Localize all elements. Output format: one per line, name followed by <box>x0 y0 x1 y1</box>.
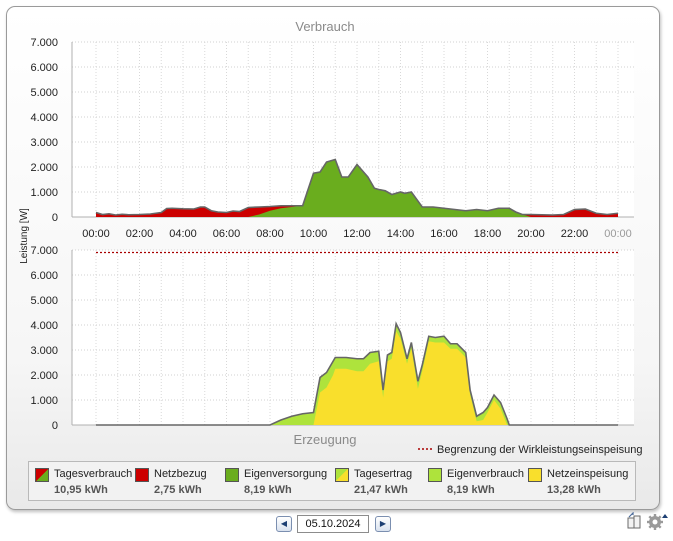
series-outline-tagesverbrauch <box>95 158 619 216</box>
y-tick-label: 3.000 <box>30 137 58 149</box>
corner-toolbar <box>625 511 669 532</box>
y-axis-label: Leistung [W] <box>19 208 30 264</box>
legend-swatch-tagesverbrauch <box>35 468 49 482</box>
legend-item-netzbezug: Netzbezug 2,75 kWh <box>135 466 235 498</box>
x-tick-label: 20:00 <box>517 228 545 240</box>
y-tick-label: 5.000 <box>30 87 58 99</box>
x-tick-label: 04:00 <box>169 228 197 240</box>
triangle-left-icon: ◀ <box>280 519 288 528</box>
next-day-button[interactable]: ▶ <box>375 516 391 532</box>
legend-swatch-netzeinspeisung <box>528 468 542 482</box>
date-input[interactable] <box>297 515 369 533</box>
chart-title-erzeugung: Erzeugung <box>294 432 357 447</box>
legend-label: Netzbezug <box>154 468 207 480</box>
legend-label: Eigenverbrauch <box>447 468 525 480</box>
series-area-netzeinspeisung <box>96 331 618 425</box>
legend-value: 8,19 kWh <box>244 484 292 496</box>
legend-value: 13,28 kWh <box>547 484 601 496</box>
y-tick-label: 6.000 <box>30 270 58 282</box>
legend-value: 21,47 kWh <box>354 484 408 496</box>
legend-value: 10,95 kWh <box>54 484 108 496</box>
y-tick-label: 3.000 <box>30 345 58 357</box>
x-tick-label: 02:00 <box>126 228 154 240</box>
x-tick-label: 16:00 <box>430 228 458 240</box>
series-outline-tagesertrag <box>96 321 618 426</box>
y-tick-label: 6.000 <box>30 62 58 74</box>
legend-label: Eigenversorgung <box>244 468 328 480</box>
y-tick-label: 4.000 <box>30 112 58 124</box>
y-tick-label: 0 <box>52 212 58 224</box>
x-tick-label: 00:00 <box>82 228 110 240</box>
y-tick-label: 0 <box>52 420 58 432</box>
y-tick-label: 1.000 <box>30 395 58 407</box>
x-tick-label: 10:00 <box>300 228 328 240</box>
y-tick-label: 7.000 <box>30 245 58 257</box>
legend-item-eigenverbrauch: Eigenverbrauch 8,19 kWh <box>428 466 528 498</box>
limit-line-legend-label: Begrenzung der Wirkleistungseinspeisung <box>437 444 642 456</box>
triangle-right-icon: ▶ <box>379 519 387 528</box>
legend-label: Netzeinspeisung <box>547 468 629 480</box>
x-tick-label: 18:00 <box>474 228 502 240</box>
chevron-up-icon <box>662 514 668 518</box>
y-tick-label: 5.000 <box>30 295 58 307</box>
settings-gear-icon[interactable] <box>647 514 663 530</box>
legend-swatch-tagesertrag <box>335 468 349 482</box>
x-tick-label: 00:00 <box>604 228 632 240</box>
legend-label: Tagesverbrauch <box>54 468 133 480</box>
legend-swatch-eigenversorgung <box>225 468 239 482</box>
x-tick-label: 12:00 <box>343 228 371 240</box>
legend-swatch-eigenverbrauch <box>428 468 442 482</box>
legend-item-tagesverbrauch: Tagesverbrauch 10,95 kWh <box>35 466 135 498</box>
legend-value: 8,19 kWh <box>447 484 495 496</box>
x-tick-label: 14:00 <box>387 228 415 240</box>
previous-day-button[interactable]: ◀ <box>276 516 292 532</box>
legend: Tagesverbrauch 10,95 kWh Netzbezug 2,75 … <box>28 461 636 501</box>
legend-item-tagesertrag: Tagesertrag 21,47 kWh <box>335 466 435 498</box>
y-tick-label: 1.000 <box>30 187 58 199</box>
x-tick-label: 06:00 <box>213 228 241 240</box>
legend-swatch-netzbezug <box>135 468 149 482</box>
y-tick-label: 2.000 <box>30 162 58 174</box>
chart-title-verbrauch: Verbrauch <box>295 19 354 34</box>
y-tick-label: 4.000 <box>30 320 58 332</box>
x-tick-label: 08:00 <box>256 228 284 240</box>
legend-item-netzeinspeisung: Netzeinspeisung 13,28 kWh <box>528 466 633 498</box>
export-icon[interactable] <box>627 511 641 529</box>
legend-value: 2,75 kWh <box>154 484 202 496</box>
x-tick-label: 22:00 <box>561 228 589 240</box>
series-area-eigenversorgung <box>96 159 618 217</box>
legend-label: Tagesertrag <box>354 468 413 480</box>
y-tick-label: 2.000 <box>30 370 58 382</box>
y-tick-label: 7.000 <box>30 37 58 49</box>
legend-item-eigenversorgung: Eigenversorgung 8,19 kWh <box>225 466 335 498</box>
